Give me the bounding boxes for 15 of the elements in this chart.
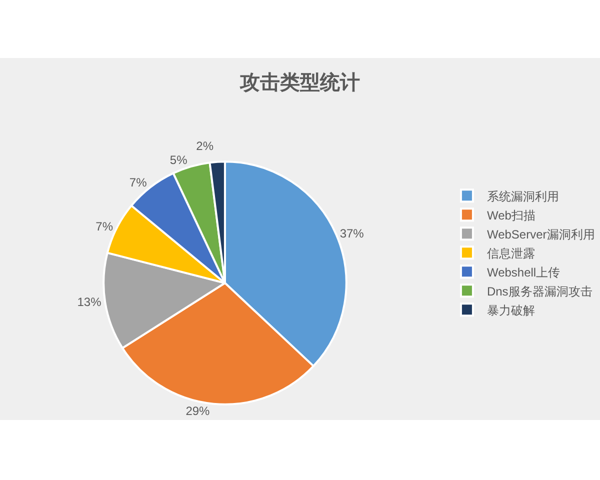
legend-label: Webshell上传	[486, 265, 560, 280]
data-label: 7%	[129, 176, 148, 190]
data-label: 2%	[196, 139, 214, 154]
data-label: 5%	[170, 153, 188, 168]
legend-label: Web扫描	[486, 208, 536, 222]
legend-label: 信息泄露	[486, 246, 535, 260]
legend-label: 暴力破解	[486, 303, 535, 318]
legend-label: 系统漏洞利用	[486, 189, 559, 204]
data-label: 37%	[340, 226, 364, 241]
legend-label: Dns服务器漏洞攻击	[486, 284, 592, 298]
legend-label: WebServer漏洞利用	[486, 227, 595, 242]
data-label: 13%	[77, 295, 102, 310]
chart-title: 攻击类型统计	[239, 71, 360, 94]
data-label: 7%	[96, 219, 114, 234]
data-label: 29%	[186, 404, 210, 418]
